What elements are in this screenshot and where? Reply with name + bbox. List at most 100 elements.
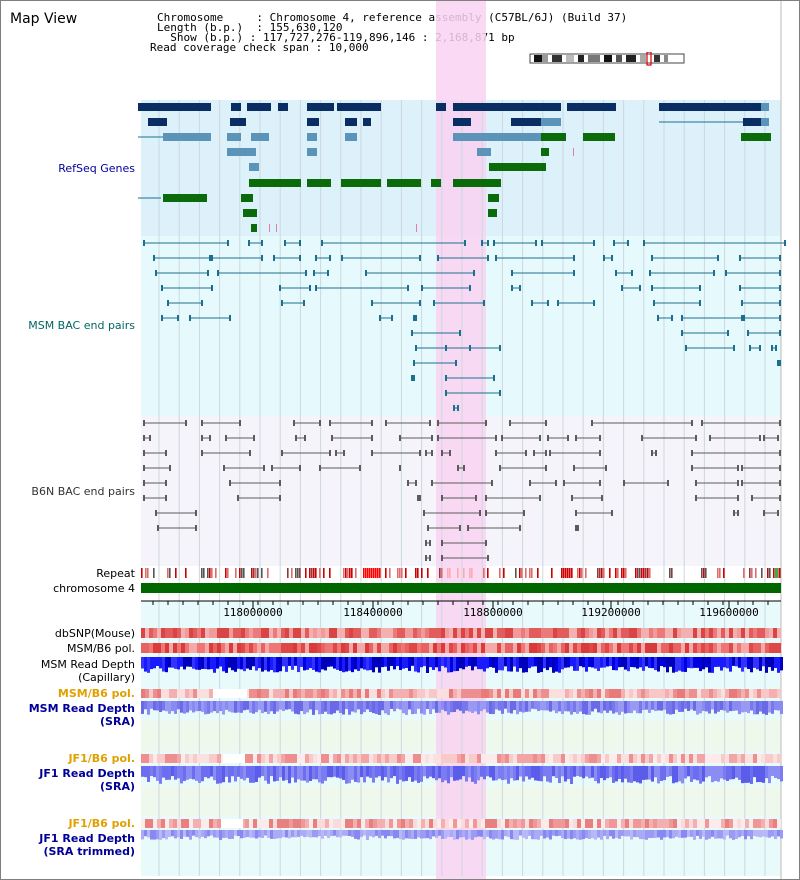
msm-b6-pol-sra-cell [661, 689, 665, 698]
dbsnp-cell [393, 628, 397, 638]
msm-bac-pair-end [281, 300, 283, 306]
repeat-element [447, 568, 449, 578]
b6n-bac-pair-end [623, 480, 625, 486]
msm-b6-pol-sra-cell [265, 689, 269, 698]
jf1-depth-bar [534, 766, 537, 781]
jf1-depth-bar [195, 766, 198, 781]
msm-b6-pol-cell [717, 643, 721, 653]
jf1-depth-trimmed-bar [210, 830, 213, 836]
jf1-depth-bar [510, 766, 513, 779]
repeat-element [355, 568, 357, 578]
msm-depth-sra-bar [621, 701, 624, 712]
jf1-depth-trimmed-bar [441, 830, 444, 839]
jf1-b6-pol-cell [325, 754, 329, 763]
msm-b6-pol-cell [689, 643, 693, 653]
repeat-element [551, 568, 553, 578]
jf1-b6-pol-trimmed-cell [513, 819, 517, 828]
msm-bac-pair-end [415, 315, 417, 321]
jf1-b6-pol-cell [389, 754, 393, 763]
jf1-b6-pol-cell [537, 754, 541, 763]
msm-depth-sra-bar [312, 701, 315, 715]
jf1-b6-pol-cell [737, 754, 741, 763]
jf1-depth-bar [648, 766, 651, 780]
repeat-element [775, 568, 778, 578]
msm-depth-capillary-bar [567, 657, 570, 668]
jf1-b6-pol-trimmed-cell [369, 819, 373, 828]
msm-b6-pol-cell [629, 643, 633, 653]
msm-b6-pol-cell [201, 643, 205, 653]
gene-exon-block [138, 103, 211, 111]
jf1-depth-trimmed-bar [411, 830, 414, 840]
msm-depth-capillary-bar [732, 657, 735, 666]
msm-b6-pol-cell [533, 643, 537, 653]
msm-depth-capillary-bar [369, 657, 372, 671]
b6n-bac-pair-end [701, 420, 703, 426]
jf1-depth-bar [717, 766, 720, 782]
jf1-b6-pol-cell [165, 754, 169, 763]
jf1-b6-pol-cell [329, 754, 333, 763]
b6n-bac-pair-end [279, 480, 281, 486]
jf1-depth-bar [696, 766, 699, 781]
msm-depth-sra-bar [585, 701, 588, 715]
msm-depth-capillary-bar [267, 657, 270, 672]
repeat-element [647, 568, 649, 578]
dbsnp-cell [521, 628, 525, 638]
jf1-depth-bar [282, 766, 285, 781]
jf1-depth-bar [450, 766, 453, 778]
jf1-depth-trimmed-bar [333, 830, 336, 836]
repeat-element [235, 568, 237, 578]
jf1-b6-pol-cell [609, 754, 613, 763]
repeat-element [153, 568, 155, 578]
jf1-b6-pol-cell [669, 754, 673, 763]
jf1-b6-pol-trimmed-cell [185, 819, 189, 828]
msm-depth-capillary-bar [630, 657, 633, 668]
jf1-b6-pol-trimmed-cell [553, 819, 557, 828]
msm-depth-sra-bar [777, 701, 780, 711]
jf1-b6-pol-cell [385, 754, 389, 763]
msm-b6-pol-cell [345, 643, 349, 653]
b6n-bac-pair-end [223, 465, 225, 471]
chromosome-ideogram[interactable] [529, 52, 687, 66]
jf1-depth-bar [222, 766, 225, 783]
repeat-element [749, 568, 751, 578]
dbsnp-cell [169, 628, 173, 638]
dbsnp-cell [645, 628, 649, 638]
msm-depth-sra-bar [729, 701, 732, 712]
msm-b6-pol-sra-cell [557, 689, 561, 698]
jf1-b6-pol-cell [397, 754, 401, 763]
repeat-element [635, 568, 637, 578]
msm-depth-capillary-bar [645, 657, 648, 667]
jf1-depth-trimmed-bar [708, 830, 711, 839]
jf1-b6-pol-trimmed-cell [205, 819, 209, 828]
gene-exon-block [541, 148, 549, 156]
jf1-depth-trimmed-bar [300, 830, 303, 836]
msm-depth-capillary-bar [684, 657, 687, 672]
msm-depth-capillary-bar [438, 657, 441, 672]
jf1-depth-trimmed-bar [744, 830, 747, 840]
jf1-b6-pol-cell [621, 754, 625, 763]
jf1-b6-pol-cell [305, 754, 309, 763]
repeat-element [519, 568, 521, 578]
jf1-depth-trimmed-bar [573, 830, 576, 839]
jf1-b6-pol-trimmed-cell [393, 819, 397, 828]
jf1-depth-bar [318, 766, 321, 783]
msm-depth-sra-bar [618, 701, 621, 715]
jf1-b6-pol-cell [377, 754, 381, 763]
pol-gap [221, 819, 243, 828]
msm-b6-pol-cell [753, 643, 757, 653]
jf1-b6-pol-trimmed-cell [769, 819, 773, 828]
msm-depth-capillary-bar [519, 657, 522, 669]
msm-depth-capillary-bar [483, 657, 486, 672]
b6n-bac-pair-end [201, 435, 203, 441]
b6n-bac-pair-end [695, 435, 697, 441]
msm-b6-pol-sra-cell [337, 689, 341, 698]
msm-depth-capillary-bar [486, 657, 489, 669]
ideogram-band [588, 55, 600, 62]
jf1-depth-bar [702, 766, 705, 782]
jf1-depth-bar [255, 766, 258, 783]
dbsnp-cell [197, 628, 201, 638]
msm-b6-pol-cell [773, 643, 777, 653]
msm-depth-sra-bar [492, 701, 495, 715]
jf1-depth-bar [420, 766, 423, 782]
